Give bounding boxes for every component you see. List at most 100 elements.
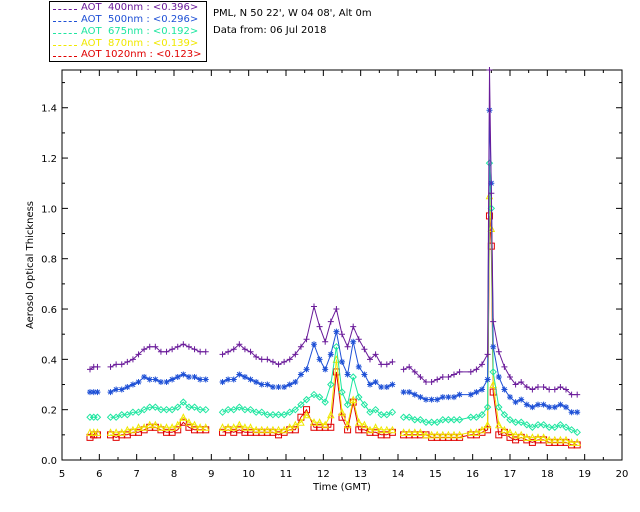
data-point-series-2 <box>523 401 530 408</box>
data-point-series-4 <box>427 430 436 439</box>
data-point-series-3 <box>411 416 419 424</box>
x-tick-label: 13 <box>354 469 367 480</box>
data-point-series-3 <box>483 403 492 411</box>
data-point-series-1 <box>563 386 569 393</box>
x-axis-label: Time (GMT) <box>312 482 371 493</box>
data-point-series-1 <box>169 346 176 353</box>
data-point-series-3 <box>185 403 193 411</box>
data-point-series-4 <box>218 423 227 431</box>
data-point-series-4 <box>241 423 249 431</box>
data-point-series-3 <box>495 403 503 411</box>
data-point-series-4 <box>517 430 526 439</box>
data-point-series-4 <box>354 418 363 426</box>
data-point-series-1 <box>445 373 452 380</box>
data-point-series-2 <box>219 379 226 385</box>
data-point-series-3 <box>106 413 115 421</box>
data-point-series-2 <box>400 389 407 396</box>
station-info: PML, N 50 22', W 04 08', Alt 0m <box>213 8 372 19</box>
data-point-series-1 <box>361 346 368 353</box>
data-point-series-1 <box>322 338 329 345</box>
data-point-series-3 <box>556 421 565 429</box>
x-tick-label: 10 <box>242 469 255 480</box>
data-point-series-3 <box>196 405 204 414</box>
data-point-series-3 <box>450 416 458 424</box>
data-point-series-2 <box>113 386 120 393</box>
data-point-series-3 <box>286 408 294 416</box>
data-point-series-3 <box>545 423 553 431</box>
x-tick-label: 11 <box>280 469 293 480</box>
data-point-series-4 <box>310 418 318 426</box>
data-point-series-4 <box>478 425 486 434</box>
data-point-series-2 <box>275 384 282 391</box>
data-point-series-1 <box>473 366 480 373</box>
series-line-5 <box>403 215 578 446</box>
data-point-series-3 <box>310 390 318 399</box>
data-point-series-4 <box>528 433 537 441</box>
data-point-series-3 <box>388 408 397 416</box>
data-point-series-4 <box>123 425 132 434</box>
series-line-5 <box>222 371 393 436</box>
data-point-series-1 <box>568 391 575 398</box>
data-point-series-1 <box>456 368 463 375</box>
plot-frame <box>61 69 623 461</box>
data-point-series-4 <box>162 423 171 431</box>
data-point-series-4 <box>86 428 94 436</box>
data-point-series-2 <box>185 373 192 380</box>
data-point-series-4 <box>326 410 335 419</box>
data-point-series-2 <box>406 389 413 396</box>
data-point-series-4 <box>382 425 391 434</box>
data-point-series-1 <box>202 348 209 355</box>
data-point-series-2 <box>124 384 131 391</box>
data-point-series-4 <box>562 435 570 444</box>
data-point-series-2 <box>333 328 340 335</box>
data-point-series-1 <box>557 384 564 391</box>
data-point-series-2 <box>383 384 390 391</box>
data-point-series-2 <box>258 381 265 388</box>
data-point-series-4 <box>550 435 559 444</box>
data-point-series-2 <box>174 373 181 380</box>
data-point-series-4 <box>405 428 414 436</box>
data-point-series-1 <box>124 358 131 365</box>
data-point-series-3 <box>399 413 408 421</box>
data-point-series-4 <box>117 428 126 436</box>
data-point-series-1 <box>180 341 187 348</box>
data-point-series-3 <box>467 413 475 421</box>
data-point-series-3 <box>129 408 137 416</box>
legend-label: AOT 500nm : <0.296> <box>81 14 199 25</box>
data-point-series-2 <box>107 389 114 396</box>
legend-label: AOT 870nm : <0.139> <box>81 38 199 49</box>
data-point-series-3 <box>383 411 391 419</box>
data-point-series-4 <box>140 423 148 431</box>
data-point-series-3 <box>567 426 576 434</box>
data-point-series-3 <box>321 398 329 406</box>
data-point-series-3 <box>539 421 548 429</box>
data-point-series-4 <box>433 430 442 439</box>
data-point-series-1 <box>439 373 446 380</box>
data-point-series-3 <box>455 416 464 424</box>
data-point-series-2 <box>507 394 513 401</box>
data-point-series-2 <box>367 381 373 388</box>
data-point-series-1 <box>303 336 310 343</box>
data-point-series-4 <box>455 430 464 439</box>
data-point-series-4 <box>257 425 266 434</box>
data-point-series-4 <box>438 430 447 439</box>
data-point-series-3 <box>118 411 126 419</box>
data-point-series-2 <box>327 351 334 358</box>
data-point-series-2 <box>529 404 536 411</box>
data-point-series-2 <box>439 394 446 401</box>
data-point-series-3 <box>416 416 425 424</box>
y-tick-label: 0.6 <box>41 305 57 316</box>
data-point-series-2 <box>303 366 310 373</box>
data-point-series-2 <box>473 389 480 396</box>
data-point-series-2 <box>557 401 564 408</box>
data-point-series-3 <box>297 400 305 409</box>
data-point-series-1 <box>146 343 153 350</box>
data-point-series-3 <box>517 418 525 426</box>
data-point-series-2 <box>253 379 260 385</box>
data-point-series-4 <box>252 425 260 434</box>
data-point-series-1 <box>507 373 513 380</box>
data-point-series-4 <box>285 423 294 431</box>
data-point-series-2 <box>322 366 329 373</box>
x-tick-label: 9 <box>208 469 214 480</box>
data-point-series-2 <box>241 373 248 380</box>
